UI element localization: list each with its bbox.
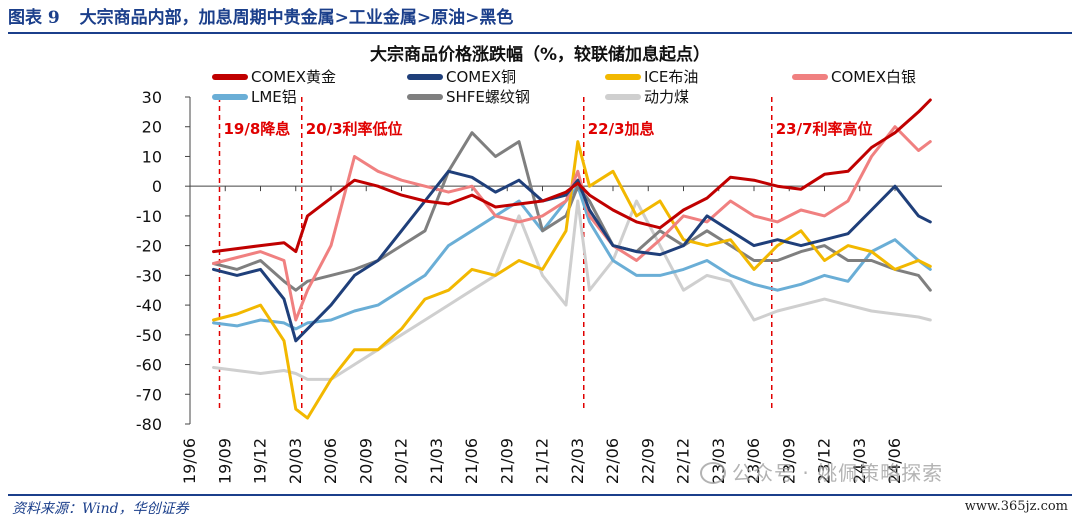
site-url: www.365jz.com	[964, 499, 1068, 514]
x-tick-label: 20/06	[321, 438, 340, 484]
legend-label: ICE布油	[644, 68, 698, 86]
x-tick-label: 21/09	[497, 438, 516, 484]
wechat-logo-icon	[700, 462, 726, 484]
x-tick-label: 24/06	[885, 438, 904, 484]
chart-title: 大宗商品价格涨跌幅（%，较联储加息起点）	[369, 45, 711, 65]
x-tick-label: 23/09	[779, 438, 798, 484]
figure-caption-bar: 图表 9 大宗商品内部，加息周期中贵金属>工业金属>原油>黑色	[8, 6, 1072, 34]
x-tick-label: 22/06	[603, 438, 622, 484]
y-tick-label: -70	[136, 385, 162, 404]
x-tick-label: 20/03	[286, 438, 305, 484]
x-tick-label: 21/03	[427, 438, 446, 484]
y-tick-label: -20	[136, 237, 162, 256]
source-note: 资料来源：Wind，华创证券	[12, 501, 189, 517]
x-tick-label: 22/12	[674, 438, 693, 484]
legend-label: COMEX铜	[446, 68, 516, 86]
x-tick-label: 20/09	[356, 438, 375, 484]
y-tick-label: -40	[136, 296, 162, 315]
figure-number: 图表 9	[8, 8, 60, 28]
x-tick-label: 23/12	[815, 438, 834, 484]
series-line	[212, 199, 932, 381]
legend-label: COMEX黄金	[251, 68, 336, 86]
figure-caption: 大宗商品内部，加息周期中贵金属>工业金属>原油>黑色	[79, 8, 514, 28]
x-tick-label: 22/03	[568, 438, 587, 484]
x-tick-label: 21/06	[462, 438, 481, 484]
x-tick-label: 24/03	[850, 438, 869, 484]
y-tick-label: 30	[142, 88, 162, 107]
annotation-label: 20/3利率低位	[306, 120, 403, 138]
legend-label: LME铝	[251, 88, 297, 106]
legend-label: 动力煤	[644, 88, 689, 106]
y-tick-label: 0	[152, 177, 162, 196]
x-tick-label: 19/06	[180, 438, 199, 484]
series-line	[212, 125, 932, 322]
watermark-text: 公众号 · 姚佩策略探索	[732, 461, 944, 485]
y-tick-label: -60	[136, 356, 162, 375]
x-tick-label: 21/12	[533, 438, 552, 484]
x-tick-label: 19/09	[215, 438, 234, 484]
annotation-label: 22/3加息	[588, 120, 655, 138]
annotation-label: 23/7利率高位	[776, 120, 873, 138]
series-line	[212, 131, 932, 292]
series-line	[212, 98, 932, 254]
y-tick-label: -10	[136, 207, 162, 226]
y-tick-label: -50	[136, 326, 162, 345]
legend-label: COMEX白银	[831, 68, 916, 86]
x-tick-label: 20/12	[392, 438, 411, 484]
watermark: 公众号 · 姚佩策略探索	[700, 457, 943, 486]
y-tick-label: -80	[136, 415, 162, 434]
y-tick-label: 10	[142, 147, 162, 166]
footer-divider	[8, 494, 1072, 496]
x-tick-label: 19/12	[251, 438, 270, 484]
x-tick-label: 23/06	[744, 438, 763, 484]
annotation-label: 19/8降息	[224, 120, 291, 138]
x-tick-label: 22/09	[638, 438, 657, 484]
legend-label: SHFE螺纹钢	[446, 88, 530, 106]
y-tick-label: -30	[136, 266, 162, 285]
y-tick-label: 20	[142, 118, 162, 137]
